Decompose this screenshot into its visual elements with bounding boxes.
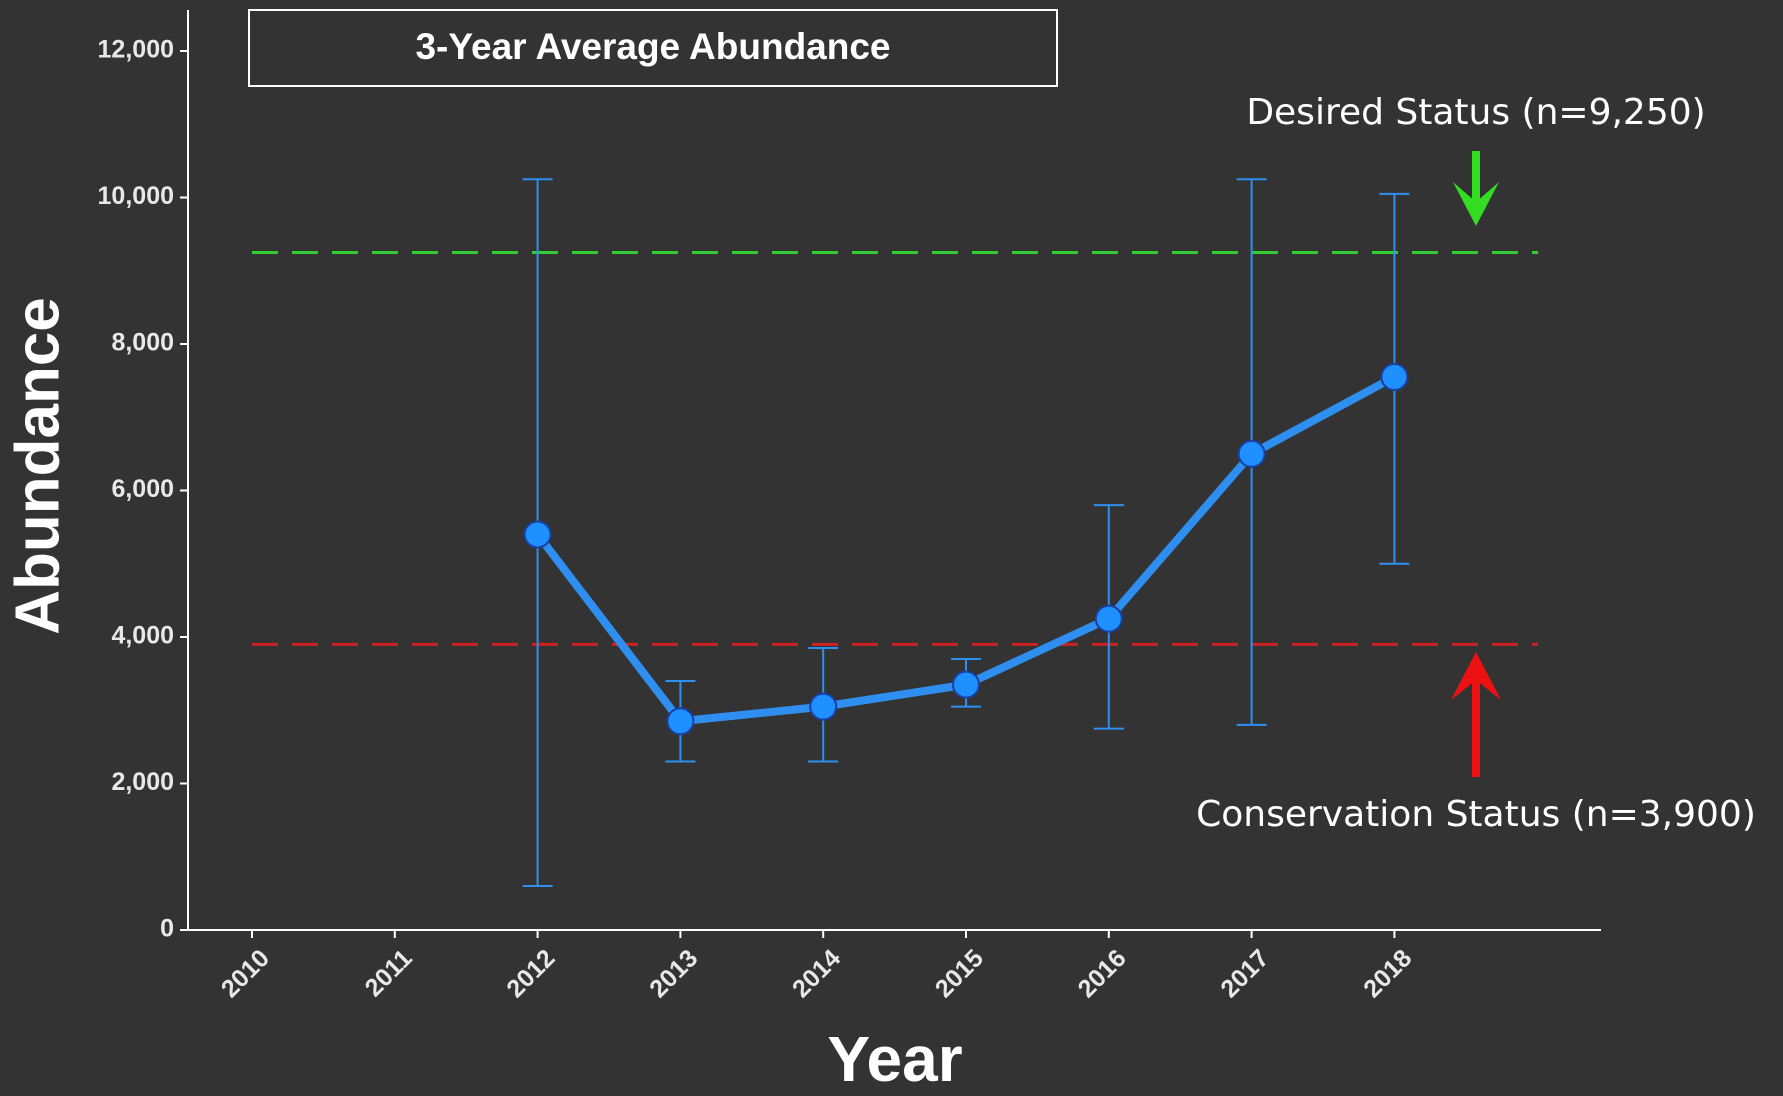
annotation: Desired Status (n=9,250) [1246, 92, 1705, 133]
point [1237, 439, 1266, 468]
chart-title: 3-Year Average Abundance [415, 26, 890, 67]
y-tick-label: 12,000 [98, 36, 174, 64]
y-tick-label: 4,000 [111, 622, 174, 650]
y-tick-label: 10,000 [98, 182, 174, 210]
y-tick-label: 6,000 [111, 475, 174, 503]
point [1380, 362, 1409, 391]
title-box [248, 9, 1058, 87]
y-tick-label: 8,000 [111, 329, 174, 357]
annotation: Conservation Status (n=3,900) [1196, 794, 1756, 835]
point [952, 670, 980, 699]
point [1094, 604, 1123, 633]
point [666, 707, 695, 736]
x-axis-label: Year [827, 1023, 962, 1095]
arrow-head [1451, 652, 1501, 700]
point [523, 520, 552, 549]
y-axis-label: Abundance [3, 297, 72, 635]
y-tick-label: 2,000 [111, 768, 174, 796]
arrow-head [1453, 182, 1499, 226]
point [809, 692, 838, 721]
y-tick-label: 0 [160, 915, 174, 943]
